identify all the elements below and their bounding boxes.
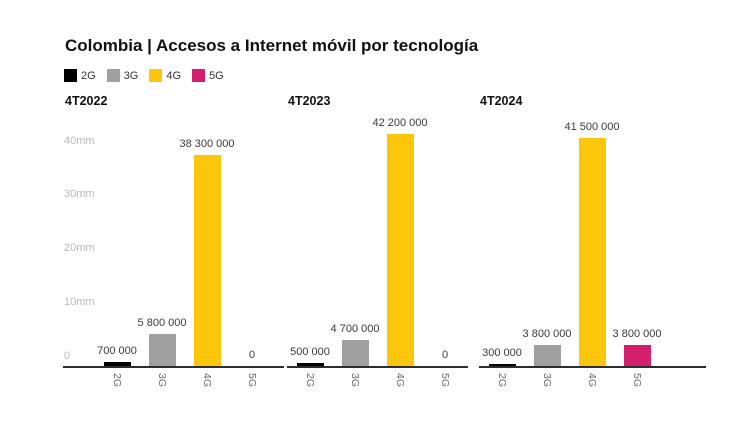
facet-title: 4T2022 — [65, 94, 108, 108]
x-tick-label-5g: 5G — [439, 373, 451, 388]
chart-title: Colombia | Accesos a Internet móvil por … — [65, 36, 479, 55]
x-tick-label-5g: 5G — [631, 373, 643, 388]
x-tick-label-3g: 3G — [541, 373, 553, 388]
x-tick-label-5g: 5G — [246, 373, 258, 388]
bar-4g — [387, 134, 414, 366]
legend-swatch-5g-icon — [192, 69, 206, 82]
x-tick-label-2g: 2G — [111, 373, 123, 388]
bar-value-label: 300 000 — [482, 347, 522, 359]
bar-value-label: 5 800 000 — [137, 317, 187, 329]
bar-2g — [104, 362, 131, 366]
y-axis-tick-label: 0 — [64, 350, 71, 362]
bar-2g — [489, 364, 516, 366]
bar-5g — [624, 345, 651, 366]
bar-value-label: 3 800 000 — [612, 328, 662, 340]
bar-3g — [149, 334, 176, 366]
x-axis-line — [287, 366, 468, 368]
bar-value-label: 500 000 — [290, 346, 330, 358]
bar-3g — [534, 345, 561, 366]
legend: 2G 3G 4G 5G — [64, 69, 224, 82]
legend-swatch-3g-icon — [106, 69, 120, 82]
facet-title: 4T2024 — [480, 94, 523, 108]
x-tick-label-2g: 2G — [304, 373, 316, 388]
x-tick-label-3g: 3G — [156, 373, 168, 388]
bar-value-label: 0 — [441, 349, 449, 361]
bar-value-label: 0 — [248, 349, 256, 361]
y-axis-tick-label: 40mm — [64, 135, 95, 147]
bar-value-label: 700 000 — [97, 345, 137, 357]
legend-item-2g: 2G — [64, 69, 96, 82]
x-tick-label-2g: 2G — [496, 373, 508, 388]
bar-value-label: 42 200 000 — [372, 117, 428, 129]
bar-3g — [342, 340, 369, 366]
bar-value-label: 4 700 000 — [330, 323, 380, 335]
legend-item-3g: 3G — [106, 69, 139, 82]
x-tick-label-4g: 4G — [586, 373, 598, 388]
legend-label-2g: 2G — [81, 69, 96, 82]
facet-title: 4T2023 — [288, 94, 331, 108]
x-axis-line — [63, 366, 284, 368]
legend-swatch-4g-icon — [149, 69, 163, 82]
legend-swatch-2g-icon — [64, 69, 77, 82]
legend-label-3g: 3G — [123, 69, 139, 82]
bar-value-label: 38 300 000 — [179, 138, 235, 150]
x-tick-label-3g: 3G — [349, 373, 361, 388]
x-tick-label-4g: 4G — [394, 373, 406, 388]
legend-item-5g: 5G — [192, 69, 224, 82]
legend-label-4g: 4G — [166, 69, 182, 82]
bar-2g — [297, 363, 324, 366]
x-tick-label-4g: 4G — [201, 373, 213, 388]
bar-4g — [579, 138, 606, 366]
bar-value-label: 41 500 000 — [564, 121, 620, 133]
bar-4g — [194, 155, 221, 366]
y-axis-tick-label: 30mm — [64, 188, 95, 200]
legend-item-4g: 4G — [149, 69, 181, 82]
x-axis-line — [479, 366, 706, 368]
y-axis-tick-label: 20mm — [64, 242, 95, 254]
bar-value-label: 3 800 000 — [522, 328, 572, 340]
legend-label-5g: 5G — [209, 69, 224, 82]
y-axis-tick-label: 10mm — [64, 296, 95, 308]
